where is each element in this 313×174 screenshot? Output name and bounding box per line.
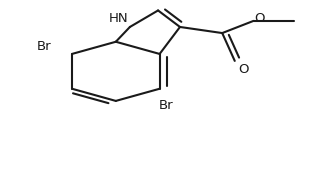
Text: Br: Br bbox=[37, 40, 51, 53]
Text: O: O bbox=[238, 63, 249, 76]
Text: O: O bbox=[254, 12, 265, 25]
Text: HN: HN bbox=[109, 12, 129, 25]
Text: Br: Br bbox=[159, 99, 173, 112]
